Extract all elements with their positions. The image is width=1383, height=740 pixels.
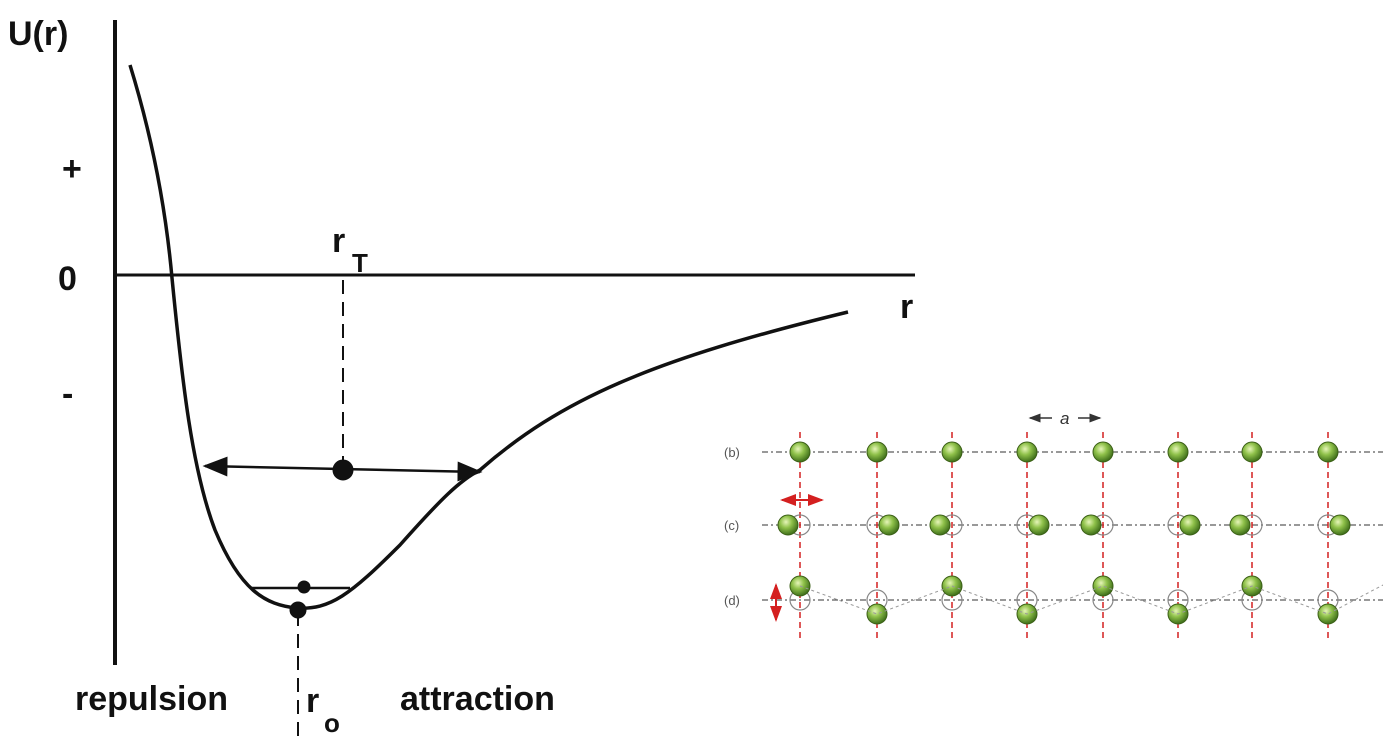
atom: [941, 441, 963, 463]
atom: [1317, 441, 1339, 463]
potential-plot: [113, 20, 915, 740]
atom: [777, 514, 799, 536]
row-label: (d): [724, 593, 740, 608]
atom: [1179, 514, 1201, 536]
atom: [1092, 441, 1114, 463]
atom: [1229, 514, 1251, 536]
y-mark: -: [62, 375, 73, 413]
r-o-base: r: [306, 682, 319, 720]
atom: [1241, 441, 1263, 463]
spacing-label: a: [1060, 409, 1069, 428]
region-label: attraction: [400, 680, 555, 718]
atom: [1329, 514, 1351, 536]
y-mark: +: [62, 150, 82, 188]
atom: [878, 514, 900, 536]
ground-dot: [297, 580, 311, 594]
r-T-sub: T: [352, 248, 368, 278]
row-label: (b): [724, 445, 740, 460]
min-dot: [289, 601, 307, 619]
r-o-sub: o: [324, 708, 340, 738]
atom: [789, 441, 811, 463]
potential-curve: [128, 64, 849, 610]
atom: [929, 514, 951, 536]
atom: [1016, 441, 1038, 463]
atom: [1028, 514, 1050, 536]
row-label: (c): [724, 518, 739, 533]
lattice: [762, 432, 1383, 640]
region-label: repulsion: [75, 680, 228, 718]
y-axis-label: U(r): [8, 15, 68, 53]
x-axis-label: r: [900, 288, 913, 326]
mean-dot: [332, 459, 354, 481]
atom: [1080, 514, 1102, 536]
atom: [866, 603, 888, 625]
y-mark: 0: [58, 260, 77, 298]
atom: [1092, 575, 1114, 597]
atom: [1317, 603, 1339, 625]
zigzag: [799, 584, 1383, 615]
atom: [941, 575, 963, 597]
r-T-base: r: [332, 222, 345, 260]
atom: [1167, 441, 1189, 463]
atom: [866, 441, 888, 463]
